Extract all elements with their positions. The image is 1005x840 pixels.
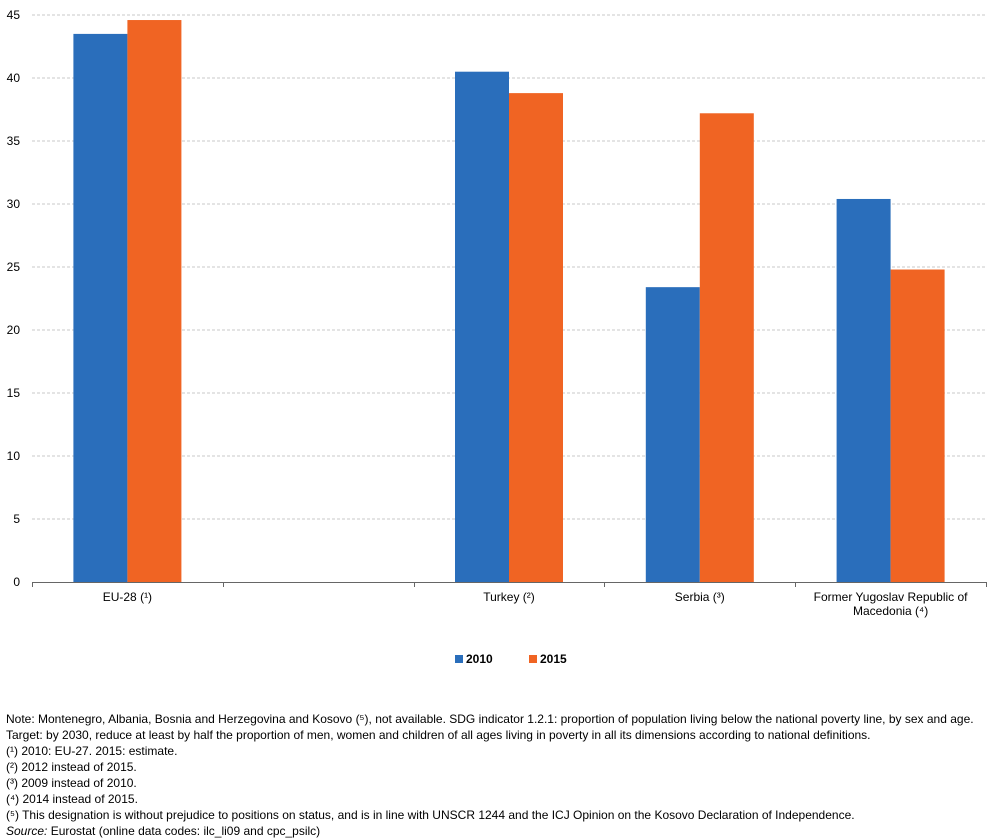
footnote-1: (¹) 2010: EU-27. 2015: estimate.: [6, 744, 178, 758]
source-text: Eurostat (online data codes: ilc_li09 an…: [47, 824, 321, 838]
footnote-5: (⁵) This designation is without prejudic…: [6, 808, 855, 822]
category-label: EU-28 (¹): [103, 590, 152, 604]
category-label: Macedonia (⁴): [853, 604, 928, 618]
x-axis: EU-28 (¹) Turkey (²) Serbia (³) Former Yugo…: [32, 582, 987, 618]
bar-2015-3: [699, 113, 754, 582]
y-tick-label: 30: [7, 197, 21, 211]
category-label: Turkey (²): [483, 590, 535, 604]
footnote-4: (⁴) 2014 instead of 2015.: [6, 792, 138, 806]
legend-label-2015: 2015: [540, 652, 567, 666]
y-tick-label: 5: [13, 512, 20, 526]
y-tick-label: 35: [7, 134, 21, 148]
y-tick-label: 20: [7, 323, 21, 337]
source-line: Source: Eurostat (online data codes: ilc…: [6, 823, 996, 839]
bar-2015-2: [509, 93, 563, 583]
note-main: Note: Montenegro, Albania, Bosnia and He…: [6, 712, 974, 742]
chart-notes: Note: Montenegro, Albania, Bosnia and He…: [6, 711, 996, 839]
y-tick-label: 15: [7, 386, 21, 400]
bar-chart: 0 5 10 15 20 25 30 35 40 45 EU-28 (¹) Turkey (²) Se…: [7, 8, 987, 666]
legend-label-2010: 2010: [466, 652, 493, 666]
y-tick-label: 0: [13, 575, 20, 589]
bar-2015-4: [890, 269, 945, 582]
footnote-2: (²) 2012 instead of 2015.: [6, 760, 137, 774]
y-tick-label: 40: [7, 71, 21, 85]
bar-2010-0: [73, 33, 128, 582]
bar-2010-2: [455, 71, 509, 582]
bar-2015-0: [127, 20, 182, 583]
bar-2010-3: [645, 287, 700, 582]
y-axis: 0 5 10 15 20 25 30 35 40 45: [7, 8, 21, 589]
bar-2010-4: [836, 198, 891, 582]
legend-swatch-2010: [455, 655, 463, 663]
category-label: Serbia (³): [675, 590, 725, 604]
source-label: Source:: [6, 824, 48, 838]
bars: [73, 20, 945, 583]
y-tick-label: 45: [7, 8, 21, 22]
legend: 2010 2015: [455, 652, 567, 666]
legend-swatch-2015: [529, 655, 537, 663]
footnote-3: (³) 2009 instead of 2010.: [6, 776, 137, 790]
category-label: Former Yugoslav Republic of: [814, 590, 969, 604]
y-tick-label: 10: [7, 449, 21, 463]
y-tick-label: 25: [7, 260, 21, 274]
